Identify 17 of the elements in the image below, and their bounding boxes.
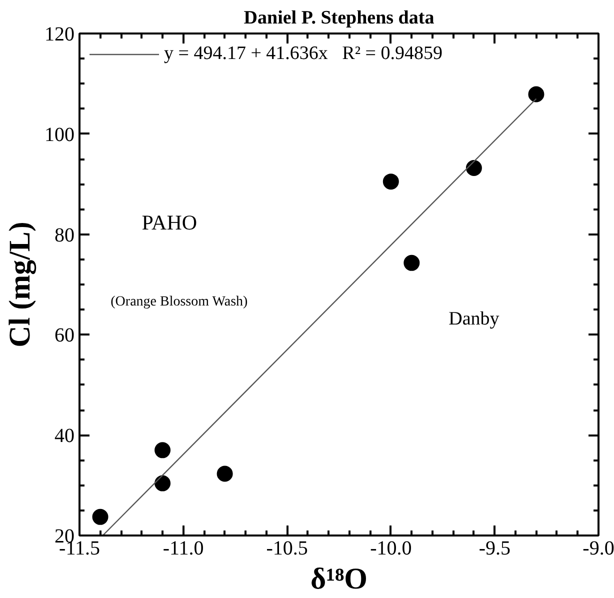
x-tick-label: -11.0 [162, 538, 204, 560]
y-tick-label: 120 [44, 24, 74, 46]
chart-title: Daniel P. Stephens data [244, 8, 435, 28]
x-tick-label: -9.0 [582, 538, 614, 560]
x-tick-label: -10.5 [266, 538, 308, 560]
y-tick-label: 100 [44, 124, 74, 146]
x-tick-label: -9.5 [478, 538, 511, 560]
y-tick-label: 80 [54, 224, 74, 246]
annotation: Danby [448, 308, 500, 330]
y-tick-label: 40 [54, 425, 74, 448]
y-tick-label: 60 [54, 324, 74, 347]
legend-label: y = 494.17 + 41.636x R² = 0.94859 [164, 43, 443, 65]
x-axis-title: δ¹⁸O [310, 562, 368, 596]
annotation: (Orange Blossom Wash) [110, 294, 248, 310]
annotation: PAHO [142, 210, 198, 234]
x-tick-label: -10.0 [370, 538, 412, 560]
y-axis-title: Cl (mg/L) [4, 222, 36, 348]
